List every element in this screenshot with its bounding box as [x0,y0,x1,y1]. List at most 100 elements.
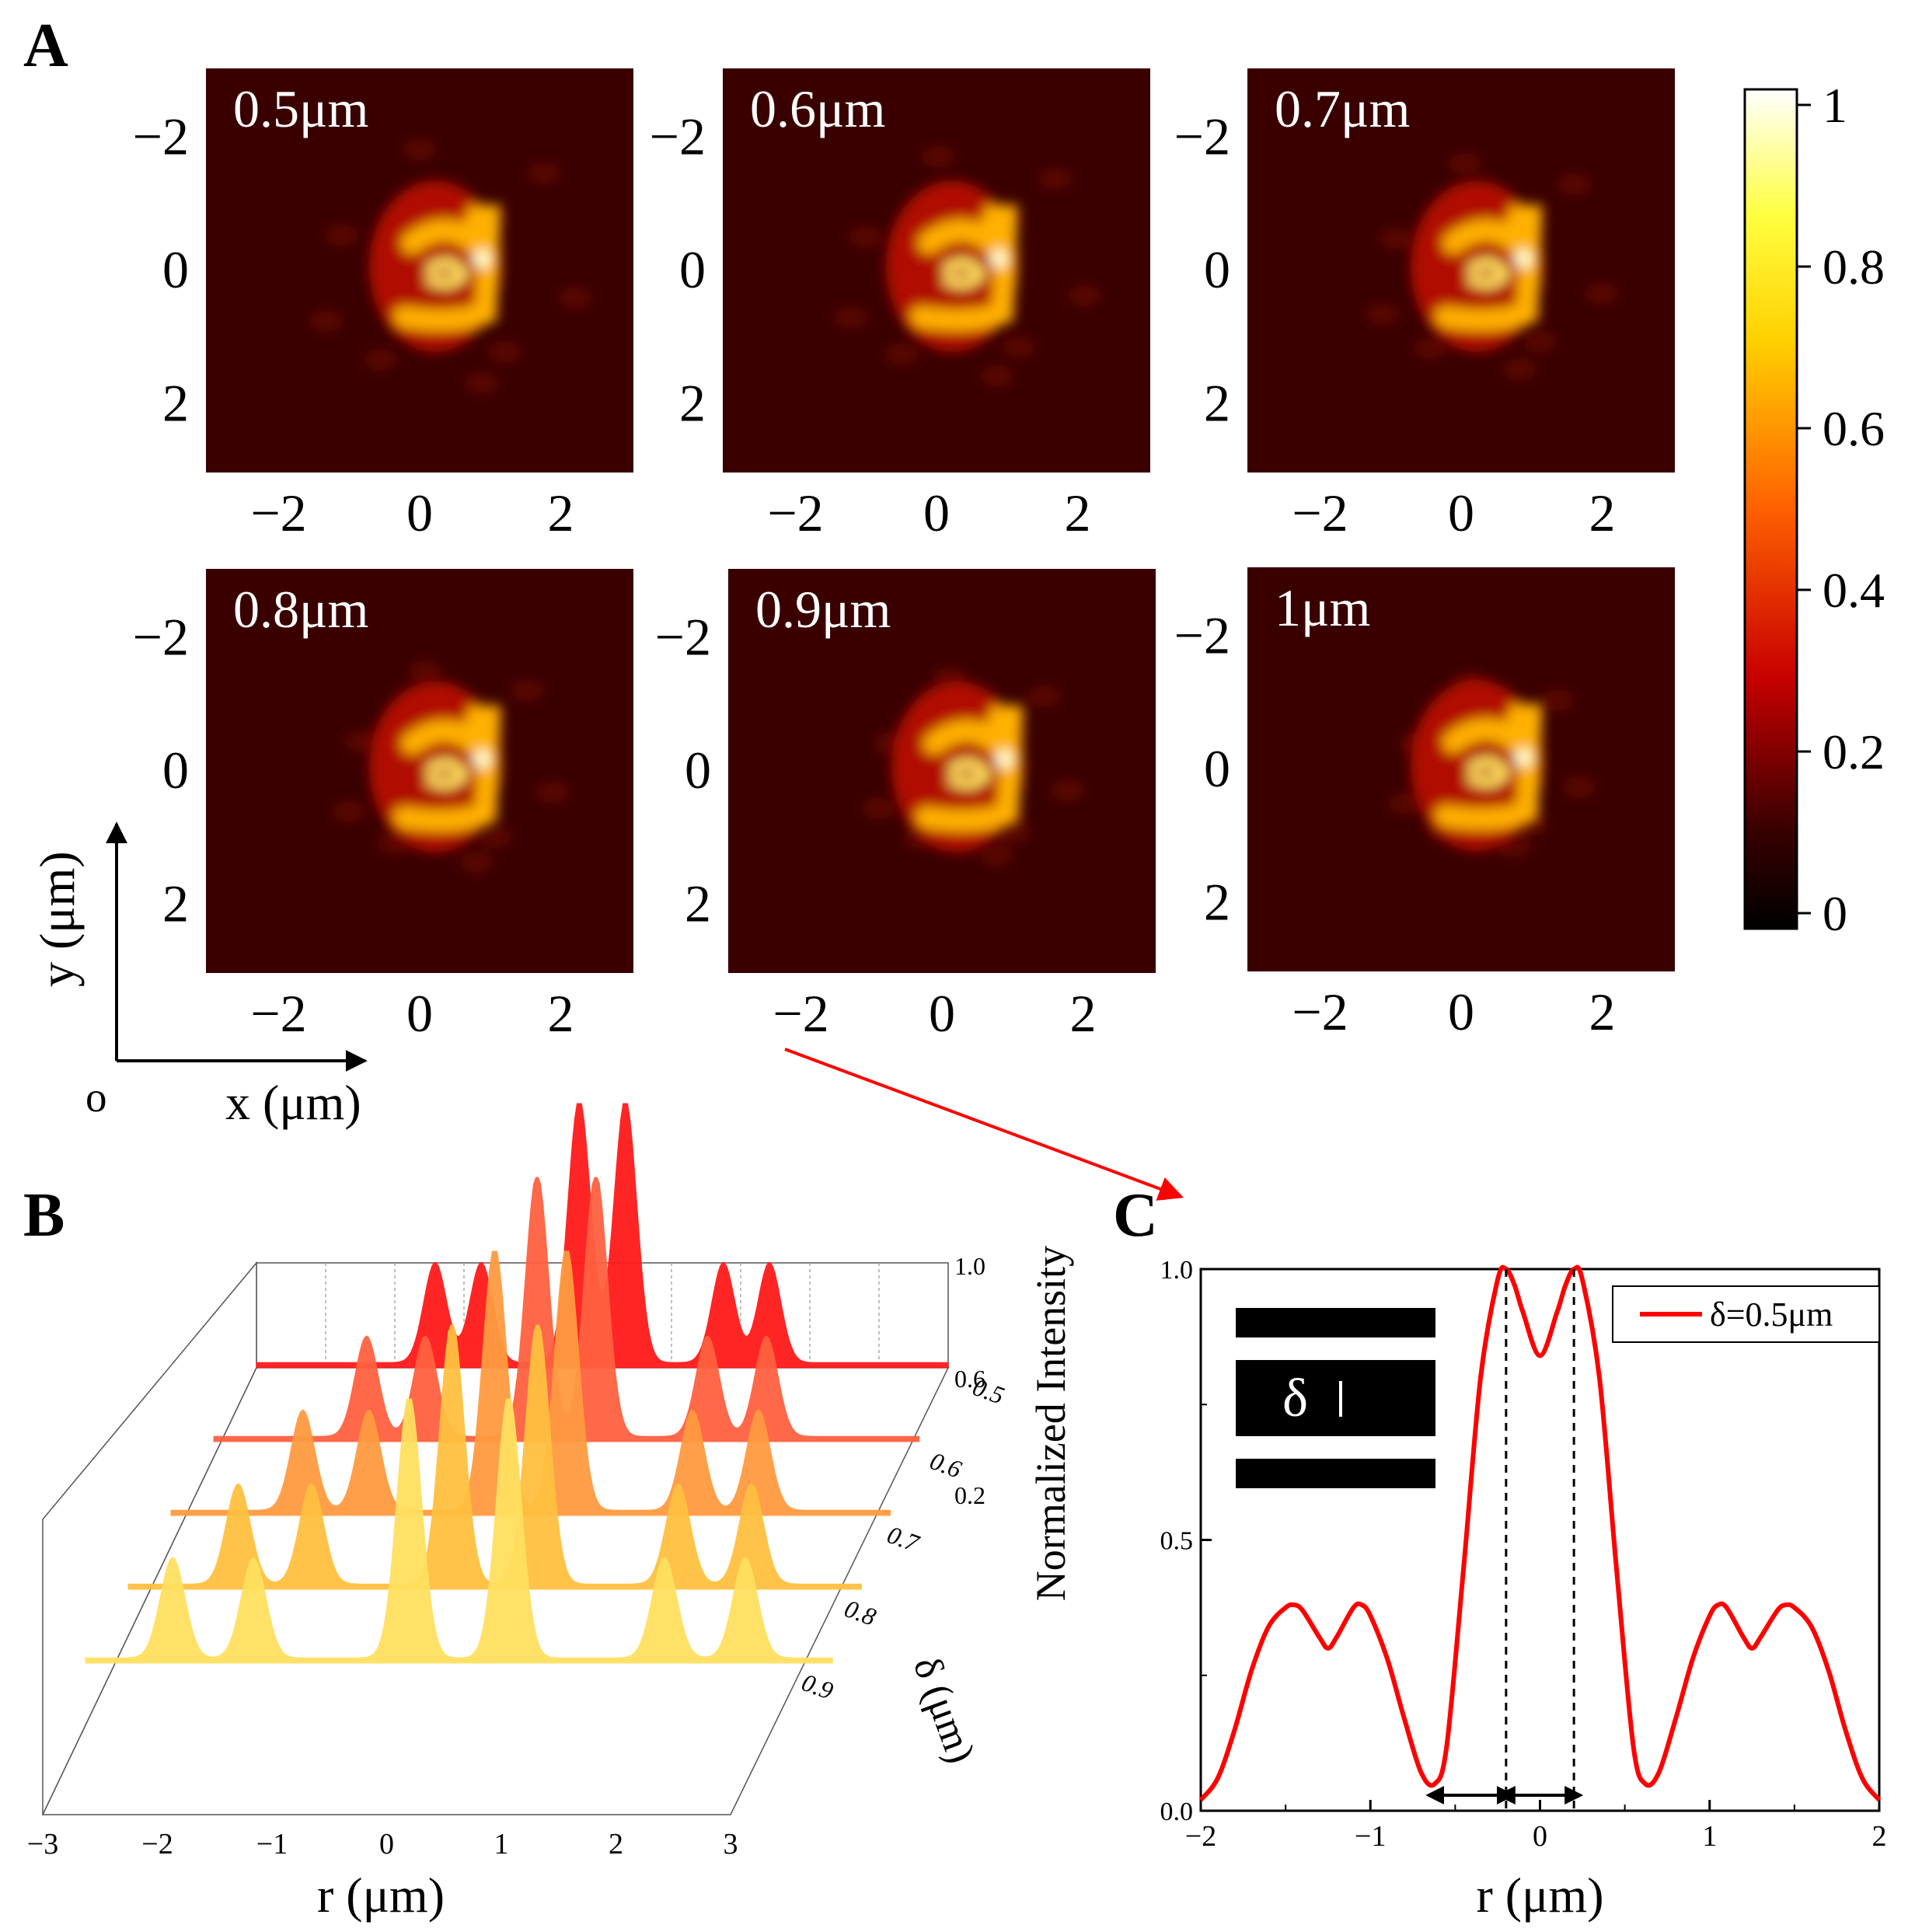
y-tick-label: 2 [162,874,189,933]
x-tick-label: 0 [1448,982,1474,1041]
colorbar-tick-label: 0.4 [1823,563,1885,618]
speckle-blob [848,226,883,249]
y-tick-label: 2 [1204,374,1230,433]
plot-area [1199,1268,1881,1812]
speckle-blob [1523,330,1557,353]
x-tick-label: 0 [1448,483,1474,542]
speckle-blob [1502,357,1537,380]
colorbar-tick-label: 0.8 [1823,239,1885,295]
y-tick-label: 0.5 [1160,1527,1194,1556]
heatmap-label: 0.8μm [233,580,368,639]
speckle-blob [488,340,522,363]
heatmap-label: 0.6μm [750,79,885,138]
y-tick-label: 0 [162,240,189,299]
x-tick-label: 2 [548,483,574,542]
speckle-blob [1001,336,1036,358]
x-tick-label: 0 [923,483,950,542]
speckle-blob [884,343,919,365]
axis-indicator: o x (μm) y (μm) [30,821,368,1130]
delta-tick-label: 0.7 [884,1520,924,1557]
heatmap-speckle [861,667,1085,867]
inset-delta-symbol: δ [1282,1369,1308,1428]
hotspot-ring [1435,703,1543,830]
heatmap-hotspot [891,681,1024,853]
x-tick-label: −2 [1185,1820,1216,1853]
heatmap-label: 1μm [1275,578,1370,637]
series-line [1198,1264,1882,1802]
heatmap-label: 0.5μm [233,79,368,138]
speckle-blob [1379,228,1414,250]
speckle-blob [535,781,570,804]
link-arrow [784,1048,1184,1201]
y-tick-label: 0.0 [1160,1798,1194,1826]
y-tick-label: −2 [1174,605,1230,664]
x-tick-label: −2 [773,984,828,1043]
hotspot-core [424,258,469,289]
heatmap-hotspot [886,180,1018,352]
panel-label-c: C [1113,1181,1158,1250]
heatmap-hotspot [369,180,501,352]
delta-axis-label: δ (μm) [905,1651,984,1769]
heatmap-hotspot [369,681,501,853]
colorbar-gradient [1743,88,1798,930]
inset-bar [1236,1459,1435,1488]
delta-tick-label: 0.9 [798,1668,837,1705]
x-tick-label: 2 [609,1828,623,1861]
heatmap-hotspot [1411,679,1543,851]
y-tick-label: 0 [1204,240,1230,299]
y-tick-label: 0 [162,741,189,800]
speckle-blob [1557,173,1592,196]
speckle-blob [997,821,1032,843]
heatmap-hotspot [1411,180,1543,352]
y-tick-label: −2 [650,106,706,166]
speckle-blob [921,145,956,168]
hotspot-peak [1514,249,1533,268]
speckle-blob [1050,779,1085,802]
heatmap-speckle [331,660,570,874]
speckle-blob [403,138,437,161]
y-tick-label: 2 [1204,873,1230,932]
colorbar: 1 0.8 0.6 0.4 0.2 0 [1743,78,1885,941]
hotspot-core [941,258,986,289]
x-tick-label: 2 [1070,984,1097,1043]
x-tick-label: −2 [767,483,823,542]
hotspot-peak [995,749,1013,769]
speckle-blob [979,844,1014,867]
y-tick-label: −2 [133,106,189,166]
speckle-blob [331,800,366,823]
hotspot-core [947,759,992,790]
y-tick-label: −2 [1174,106,1230,166]
inset-bar [1236,1308,1435,1337]
hotspot-peak [1514,748,1533,767]
x-tick-label: 0 [929,984,955,1043]
speckle-blob [344,731,379,752]
colorbar-tick-label: 0 [1823,886,1847,941]
panel-label-b: B [23,1181,65,1250]
speckle-blob [408,660,443,682]
x-tick-label: −1 [256,1828,288,1861]
delta-tick-label: 0.8 [841,1594,880,1631]
panel-label-a: A [23,12,68,80]
hotspot-core [1466,258,1511,289]
colorbar-tick-label: 1 [1823,78,1847,133]
hotspot-ring [910,204,1018,331]
x-axis-label: x (μm) [225,1075,361,1130]
heatmap-speckle [309,138,592,394]
speckle-blob [1366,303,1401,326]
speckle-blob [1540,689,1575,711]
hotspot-core [1466,757,1511,788]
origin-label: o [85,1073,107,1121]
x-tick-label: −1 [1355,1820,1386,1853]
heatmap-2: 0.6μm −2 −2 0 0 2 2 [650,68,1150,542]
speckle-blob [1584,283,1619,305]
heatmap-speckle [1366,152,1619,380]
speckle-blob [1067,284,1102,307]
x-tick-label: 3 [724,1828,738,1861]
hotspot-ring [1435,204,1543,331]
y-axis-label: Normalized Intensity [1027,1246,1074,1601]
speckle-blob [309,309,344,332]
heatmap-6: 1μm −2 −2 0 0 2 2 [1174,567,1675,1041]
panel-b-3d-waterfall: 1.00.60.20.50.60.70.80.9−3 −2 −1 0 1 2 3r (μm)… [27,1103,1008,1923]
y-axis-label: y (μm) [30,851,85,987]
x-tick-label: 1 [494,1828,509,1861]
